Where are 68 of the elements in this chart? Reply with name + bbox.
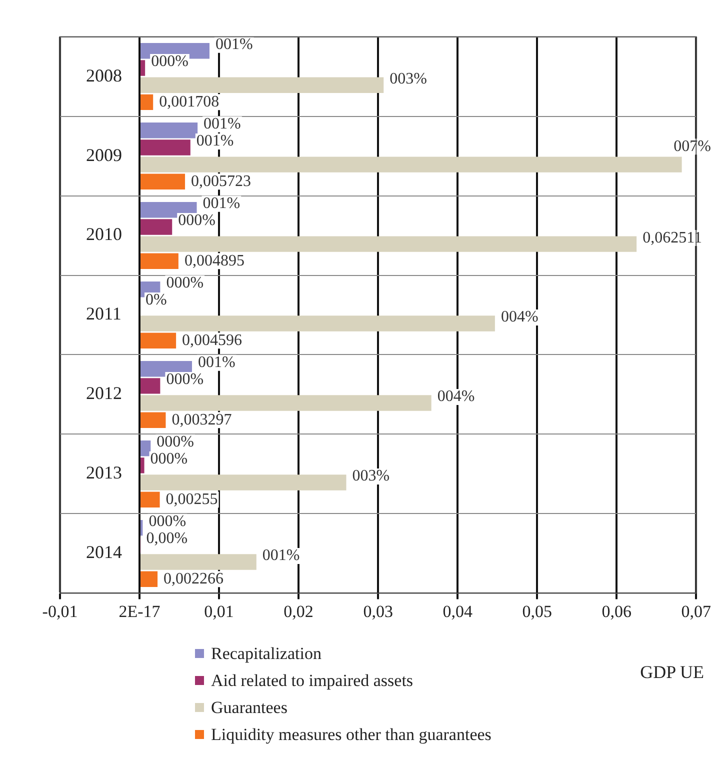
data-label: 0,005723: [191, 172, 252, 190]
legend-label: Liquidity measures other than guarantees: [211, 724, 492, 744]
legend-label: Recapitalization: [211, 644, 322, 664]
bar: [140, 440, 151, 456]
y-tick-label: 2012: [86, 383, 122, 404]
bar: [140, 122, 198, 138]
y-tick-label: 2010: [86, 224, 122, 244]
legend-label: Guarantees: [211, 698, 288, 718]
data-label: 001%: [202, 195, 240, 212]
data-label: 0,00255: [166, 490, 218, 508]
data-label: 001%: [196, 132, 234, 150]
bar: [140, 316, 495, 332]
data-label: 001%: [215, 36, 253, 54]
data-label: 004%: [437, 388, 475, 406]
bar: [140, 219, 172, 235]
x-tick-label: 0,07: [681, 602, 712, 621]
data-label: 0,003297: [172, 411, 232, 428]
y-tick-label: 2014: [86, 542, 122, 562]
x-tick-label: 2E-17: [118, 602, 161, 621]
x-tick-label: 0,02: [284, 602, 314, 621]
data-label: 000%: [156, 434, 194, 451]
bar: [140, 60, 146, 76]
data-label: 000%: [151, 53, 188, 70]
data-label: 001%: [198, 354, 236, 372]
data-label: 000%: [148, 513, 186, 530]
bar: [140, 77, 384, 93]
x-tick-label: 0,03: [363, 602, 393, 621]
bar: [140, 554, 256, 570]
y-tick-label: 2009: [86, 144, 122, 165]
data-label: 0%: [146, 292, 167, 309]
y-tick-label: 2013: [86, 462, 122, 483]
bar: [140, 395, 432, 411]
bar: [140, 236, 637, 252]
bar: [140, 458, 144, 474]
data-label: 0,004596: [182, 332, 242, 349]
data-label: 000%: [166, 371, 204, 388]
legend-label: Aid related to impaired assets: [211, 670, 414, 690]
data-label: 001%: [262, 547, 300, 564]
data-label: 001%: [204, 116, 241, 133]
bar: [140, 140, 190, 156]
data-label: 003%: [352, 468, 390, 485]
data-label: 000%: [150, 450, 188, 468]
data-label: 004%: [500, 308, 538, 326]
data-label: 0,001708: [159, 93, 220, 110]
data-label: 000%: [178, 212, 216, 230]
bar: [140, 492, 160, 508]
bar: [140, 174, 186, 190]
bar: [140, 571, 158, 587]
x-tick-label: -0,01: [42, 602, 78, 621]
data-label: 0,002266: [164, 570, 224, 588]
bar: [140, 378, 160, 394]
bar: [140, 156, 682, 172]
x-tick-label: 0,01: [204, 602, 234, 621]
bar: [140, 474, 346, 490]
x-axis-title: GDP UE: [640, 662, 704, 683]
x-tick-label: 0,06: [602, 602, 632, 621]
data-label: 0,004895: [184, 252, 244, 270]
x-tick-label: 0,04: [442, 602, 473, 621]
bar: [140, 412, 166, 428]
y-tick-label: 2011: [86, 304, 122, 324]
bar: [140, 332, 176, 348]
data-label: 0,00%: [146, 530, 188, 548]
data-label: 000%: [166, 274, 204, 292]
y-tick-label: 2008: [86, 65, 122, 86]
data-label: 003%: [390, 70, 427, 88]
x-tick-label: 0,05: [522, 602, 552, 621]
bar: [140, 253, 178, 270]
bar: [140, 94, 154, 110]
